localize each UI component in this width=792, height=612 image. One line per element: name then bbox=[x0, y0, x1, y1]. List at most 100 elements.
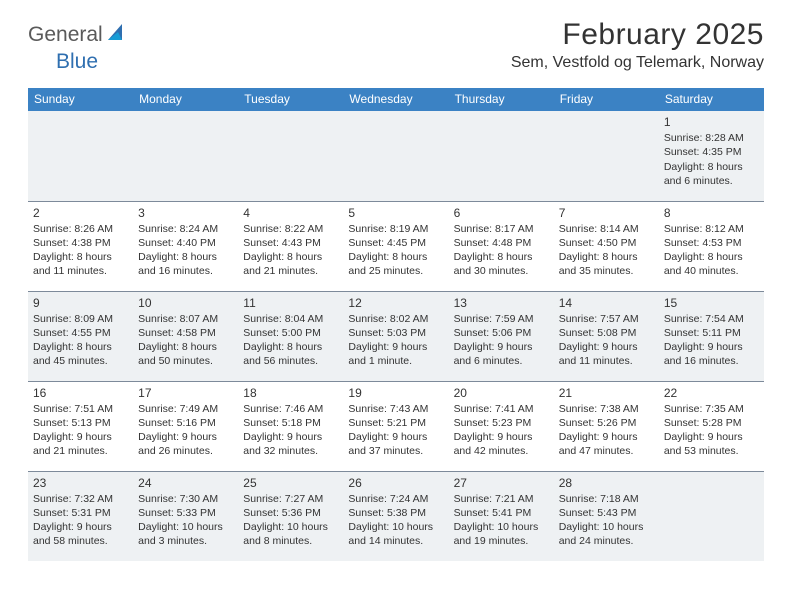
calendar-day-cell: 4Sunrise: 8:22 AMSunset: 4:43 PMDaylight… bbox=[238, 201, 343, 291]
calendar-day-cell: 13Sunrise: 7:59 AMSunset: 5:06 PMDayligh… bbox=[449, 291, 554, 381]
sunset-text: Sunset: 5:43 PM bbox=[559, 506, 654, 520]
daylight-text: Daylight: 10 hours and 24 minutes. bbox=[559, 520, 654, 548]
daylight-text: Daylight: 8 hours and 16 minutes. bbox=[138, 250, 233, 278]
sunset-text: Sunset: 4:35 PM bbox=[664, 145, 759, 159]
sunset-text: Sunset: 4:55 PM bbox=[33, 326, 128, 340]
sunrise-text: Sunrise: 7:57 AM bbox=[559, 312, 654, 326]
sunrise-text: Sunrise: 8:02 AM bbox=[348, 312, 443, 326]
sunrise-text: Sunrise: 8:12 AM bbox=[664, 222, 759, 236]
sunset-text: Sunset: 5:13 PM bbox=[33, 416, 128, 430]
calendar-week-row: 9Sunrise: 8:09 AMSunset: 4:55 PMDaylight… bbox=[28, 291, 764, 381]
daylight-text: Daylight: 9 hours and 16 minutes. bbox=[664, 340, 759, 368]
calendar-day-cell: 17Sunrise: 7:49 AMSunset: 5:16 PMDayligh… bbox=[133, 381, 238, 471]
calendar-day-cell: 14Sunrise: 7:57 AMSunset: 5:08 PMDayligh… bbox=[554, 291, 659, 381]
calendar-day-cell: 23Sunrise: 7:32 AMSunset: 5:31 PMDayligh… bbox=[28, 471, 133, 561]
calendar-day-cell: 11Sunrise: 8:04 AMSunset: 5:00 PMDayligh… bbox=[238, 291, 343, 381]
day-number: 5 bbox=[348, 205, 443, 221]
daylight-text: Daylight: 9 hours and 26 minutes. bbox=[138, 430, 233, 458]
calendar-day-cell: 5Sunrise: 8:19 AMSunset: 4:45 PMDaylight… bbox=[343, 201, 448, 291]
sunrise-text: Sunrise: 8:09 AM bbox=[33, 312, 128, 326]
calendar-day-cell: 6Sunrise: 8:17 AMSunset: 4:48 PMDaylight… bbox=[449, 201, 554, 291]
sunset-text: Sunset: 4:45 PM bbox=[348, 236, 443, 250]
sunset-text: Sunset: 5:06 PM bbox=[454, 326, 549, 340]
calendar-day-cell: 22Sunrise: 7:35 AMSunset: 5:28 PMDayligh… bbox=[659, 381, 764, 471]
daylight-text: Daylight: 9 hours and 1 minute. bbox=[348, 340, 443, 368]
day-number: 8 bbox=[664, 205, 759, 221]
sunset-text: Sunset: 5:26 PM bbox=[559, 416, 654, 430]
sunrise-text: Sunrise: 7:35 AM bbox=[664, 402, 759, 416]
calendar-table: Sunday Monday Tuesday Wednesday Thursday… bbox=[28, 88, 764, 561]
calendar-day-cell: 10Sunrise: 8:07 AMSunset: 4:58 PMDayligh… bbox=[133, 291, 238, 381]
sunset-text: Sunset: 4:40 PM bbox=[138, 236, 233, 250]
sunset-text: Sunset: 4:50 PM bbox=[559, 236, 654, 250]
sunrise-text: Sunrise: 7:51 AM bbox=[33, 402, 128, 416]
daylight-text: Daylight: 10 hours and 14 minutes. bbox=[348, 520, 443, 548]
day-number: 23 bbox=[33, 475, 128, 491]
sunrise-text: Sunrise: 7:24 AM bbox=[348, 492, 443, 506]
calendar-day-cell: 24Sunrise: 7:30 AMSunset: 5:33 PMDayligh… bbox=[133, 471, 238, 561]
sunset-text: Sunset: 5:36 PM bbox=[243, 506, 338, 520]
day-number: 15 bbox=[664, 295, 759, 311]
daylight-text: Daylight: 8 hours and 50 minutes. bbox=[138, 340, 233, 368]
day-header: Sunday bbox=[28, 88, 133, 111]
daylight-text: Daylight: 9 hours and 58 minutes. bbox=[33, 520, 128, 548]
daylight-text: Daylight: 8 hours and 30 minutes. bbox=[454, 250, 549, 278]
calendar-day-cell: 20Sunrise: 7:41 AMSunset: 5:23 PMDayligh… bbox=[449, 381, 554, 471]
sunrise-text: Sunrise: 7:46 AM bbox=[243, 402, 338, 416]
sunrise-text: Sunrise: 7:54 AM bbox=[664, 312, 759, 326]
sunrise-text: Sunrise: 8:19 AM bbox=[348, 222, 443, 236]
daylight-text: Daylight: 9 hours and 32 minutes. bbox=[243, 430, 338, 458]
day-number: 6 bbox=[454, 205, 549, 221]
calendar-week-row: 1Sunrise: 8:28 AMSunset: 4:35 PMDaylight… bbox=[28, 111, 764, 201]
day-number: 28 bbox=[559, 475, 654, 491]
calendar-day-cell: 2Sunrise: 8:26 AMSunset: 4:38 PMDaylight… bbox=[28, 201, 133, 291]
calendar-day-cell: 3Sunrise: 8:24 AMSunset: 4:40 PMDaylight… bbox=[133, 201, 238, 291]
day-number: 4 bbox=[243, 205, 338, 221]
day-number: 22 bbox=[664, 385, 759, 401]
calendar-day-cell: 7Sunrise: 8:14 AMSunset: 4:50 PMDaylight… bbox=[554, 201, 659, 291]
calendar-week-row: 23Sunrise: 7:32 AMSunset: 5:31 PMDayligh… bbox=[28, 471, 764, 561]
day-number: 14 bbox=[559, 295, 654, 311]
daylight-text: Daylight: 9 hours and 6 minutes. bbox=[454, 340, 549, 368]
sunrise-text: Sunrise: 8:22 AM bbox=[243, 222, 338, 236]
calendar-day-cell: 8Sunrise: 8:12 AMSunset: 4:53 PMDaylight… bbox=[659, 201, 764, 291]
calendar-day-cell: 27Sunrise: 7:21 AMSunset: 5:41 PMDayligh… bbox=[449, 471, 554, 561]
sunrise-text: Sunrise: 8:07 AM bbox=[138, 312, 233, 326]
day-number: 2 bbox=[33, 205, 128, 221]
daylight-text: Daylight: 9 hours and 42 minutes. bbox=[454, 430, 549, 458]
day-number: 3 bbox=[138, 205, 233, 221]
calendar-day-cell bbox=[659, 471, 764, 561]
sunrise-text: Sunrise: 7:30 AM bbox=[138, 492, 233, 506]
day-number: 16 bbox=[33, 385, 128, 401]
day-header: Monday bbox=[133, 88, 238, 111]
day-number: 27 bbox=[454, 475, 549, 491]
sunrise-text: Sunrise: 7:41 AM bbox=[454, 402, 549, 416]
day-header: Saturday bbox=[659, 88, 764, 111]
sunset-text: Sunset: 5:18 PM bbox=[243, 416, 338, 430]
sunrise-text: Sunrise: 8:14 AM bbox=[559, 222, 654, 236]
calendar-body: 1Sunrise: 8:28 AMSunset: 4:35 PMDaylight… bbox=[28, 111, 764, 561]
day-header: Thursday bbox=[449, 88, 554, 111]
month-title: February 2025 bbox=[511, 18, 764, 52]
sunset-text: Sunset: 5:21 PM bbox=[348, 416, 443, 430]
logo-sail-icon bbox=[106, 22, 128, 47]
daylight-text: Daylight: 8 hours and 21 minutes. bbox=[243, 250, 338, 278]
daylight-text: Daylight: 9 hours and 53 minutes. bbox=[664, 430, 759, 458]
calendar-day-cell: 28Sunrise: 7:18 AMSunset: 5:43 PMDayligh… bbox=[554, 471, 659, 561]
sunrise-text: Sunrise: 7:49 AM bbox=[138, 402, 233, 416]
day-number: 10 bbox=[138, 295, 233, 311]
calendar-day-cell: 12Sunrise: 8:02 AMSunset: 5:03 PMDayligh… bbox=[343, 291, 448, 381]
daylight-text: Daylight: 9 hours and 11 minutes. bbox=[559, 340, 654, 368]
day-number: 1 bbox=[664, 114, 759, 130]
day-number: 20 bbox=[454, 385, 549, 401]
day-number: 19 bbox=[348, 385, 443, 401]
day-number: 24 bbox=[138, 475, 233, 491]
sunset-text: Sunset: 5:28 PM bbox=[664, 416, 759, 430]
calendar-day-cell bbox=[449, 111, 554, 201]
day-number: 25 bbox=[243, 475, 338, 491]
daylight-text: Daylight: 9 hours and 47 minutes. bbox=[559, 430, 654, 458]
sunset-text: Sunset: 4:48 PM bbox=[454, 236, 549, 250]
sunrise-text: Sunrise: 7:21 AM bbox=[454, 492, 549, 506]
calendar-day-cell: 25Sunrise: 7:27 AMSunset: 5:36 PMDayligh… bbox=[238, 471, 343, 561]
calendar-day-cell: 16Sunrise: 7:51 AMSunset: 5:13 PMDayligh… bbox=[28, 381, 133, 471]
